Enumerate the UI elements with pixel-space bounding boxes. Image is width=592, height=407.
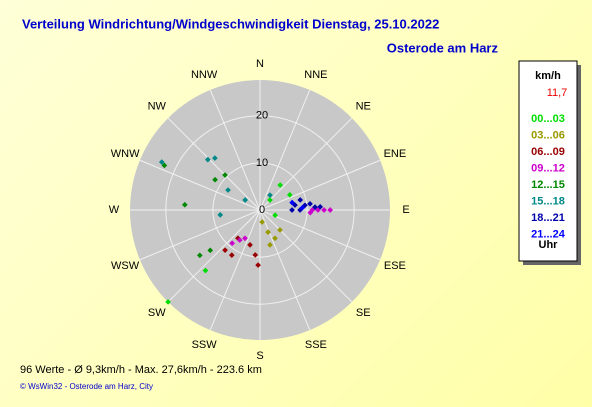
direction-label: NW xyxy=(148,101,167,113)
direction-label: ESE xyxy=(384,260,406,272)
grid-circle xyxy=(212,162,308,258)
direction-label: WNW xyxy=(111,148,140,160)
point xyxy=(299,204,306,211)
r-tick-label: 10 xyxy=(256,157,268,169)
legend-entry: 15...18 xyxy=(531,195,565,207)
point xyxy=(161,162,168,169)
point xyxy=(207,247,214,254)
direction-label: ENE xyxy=(384,148,407,160)
point xyxy=(247,242,253,248)
spoke xyxy=(209,209,261,331)
point xyxy=(225,187,231,193)
chart-title: Verteilung Windrichtung/Windgeschwindigk… xyxy=(22,16,439,31)
legend-box xyxy=(518,60,578,262)
point xyxy=(242,197,248,203)
direction-label: N xyxy=(256,58,264,70)
point xyxy=(259,219,265,225)
point xyxy=(222,247,228,253)
r-tick-label: 20 xyxy=(256,110,268,122)
legend-entry: 21...24 xyxy=(531,228,566,240)
point xyxy=(252,252,259,258)
spoke xyxy=(259,89,311,211)
direction-label: WSW xyxy=(111,260,140,272)
point xyxy=(312,204,318,210)
point xyxy=(228,252,235,258)
spoke xyxy=(259,117,353,211)
grid-circle xyxy=(165,115,355,305)
direction-label: S xyxy=(256,350,263,362)
spoke xyxy=(259,209,381,261)
point xyxy=(327,207,334,213)
spoke xyxy=(209,89,261,211)
legend-entry: 09...12 xyxy=(531,162,565,174)
point xyxy=(321,207,327,213)
direction-label: W xyxy=(109,204,120,216)
point xyxy=(204,156,211,163)
point xyxy=(272,235,278,242)
chart-subtitle: Osterode am Harz xyxy=(387,40,499,55)
point xyxy=(289,199,295,206)
spoke xyxy=(167,209,261,303)
point xyxy=(217,212,224,218)
point xyxy=(202,267,209,274)
direction-label: NE xyxy=(356,101,371,113)
point xyxy=(229,240,235,247)
point xyxy=(181,201,188,208)
spoke xyxy=(167,117,261,211)
direction-label: NNW xyxy=(191,69,218,81)
point xyxy=(267,192,273,198)
point xyxy=(165,299,171,305)
current-value: 11,7 xyxy=(547,87,568,99)
point xyxy=(267,197,273,203)
point xyxy=(212,155,218,161)
point xyxy=(242,235,248,242)
legend-entry: 06...09 xyxy=(531,146,565,158)
footer: 96 Werte - Ø 9,3km/h - Max. 27,6km/h - 2… xyxy=(20,364,262,376)
point xyxy=(272,212,278,219)
point xyxy=(289,207,295,213)
point xyxy=(222,172,228,178)
spoke xyxy=(139,209,261,261)
point xyxy=(265,229,271,235)
direction-label: SW xyxy=(148,307,166,319)
point xyxy=(196,252,203,259)
direction-label: SSE xyxy=(305,339,327,351)
point xyxy=(286,191,293,198)
spoke xyxy=(139,159,261,211)
point xyxy=(158,159,165,165)
point xyxy=(317,204,324,210)
point xyxy=(212,176,218,183)
point xyxy=(267,242,273,248)
point xyxy=(297,197,304,203)
spoke xyxy=(259,209,353,303)
r-tick-label: 0 xyxy=(259,204,265,216)
point xyxy=(277,182,283,188)
legend-entry: 00...03 xyxy=(531,113,565,125)
point xyxy=(307,201,313,207)
direction-label: E xyxy=(402,204,409,216)
point xyxy=(255,262,261,268)
credit: © WsWin32 - Osterode am Harz, City xyxy=(20,382,153,391)
legend-title: km/h xyxy=(535,70,561,82)
legend-entry: 18...21 xyxy=(531,212,565,224)
spoke xyxy=(259,159,381,211)
legend-entry: 03...06 xyxy=(531,129,565,141)
direction-label: NNE xyxy=(304,69,327,81)
point xyxy=(277,227,283,233)
direction-label: SE xyxy=(356,307,371,319)
direction-label: SSW xyxy=(192,339,218,351)
point xyxy=(307,209,314,216)
point xyxy=(236,237,243,243)
legend-footer: Uhr xyxy=(539,239,559,251)
legend-entry: 12...15 xyxy=(531,179,565,191)
